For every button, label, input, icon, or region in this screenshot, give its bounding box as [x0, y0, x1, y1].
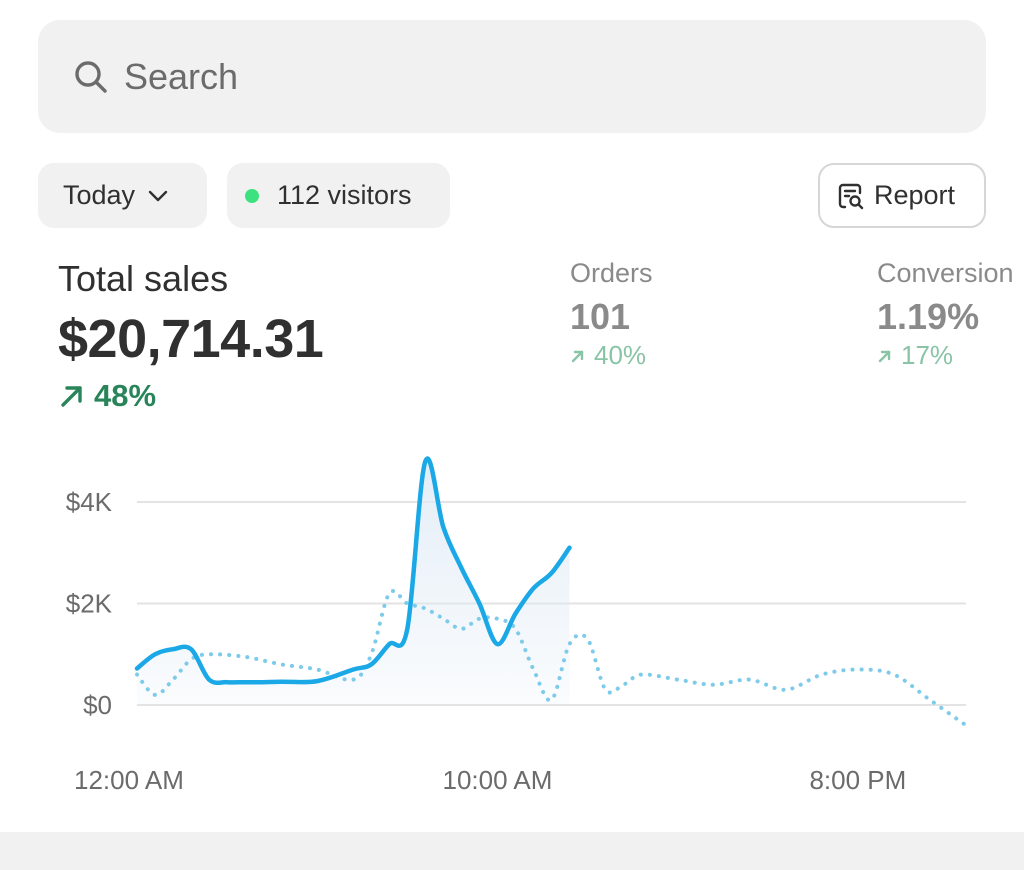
date-range-dropdown[interactable]: Today	[38, 163, 207, 228]
arrow-up-right-icon	[878, 350, 891, 362]
orders-value: 101	[570, 296, 631, 337]
x-tick-label: 10:00 AM	[443, 765, 553, 795]
chevron-down-icon	[148, 190, 168, 201]
date-range-label: Today	[63, 180, 136, 210]
report-label: Report	[874, 180, 956, 210]
arrow-up-right-icon	[571, 350, 584, 362]
x-tick-label: 12:00 AM	[74, 765, 184, 795]
series-line-comparison	[135, 589, 968, 728]
total-sales-change: 48%	[58, 378, 156, 414]
conversion-change: 17%	[877, 340, 953, 371]
orders-change-value: 40%	[594, 340, 647, 370]
search-bar[interactable]: Search	[38, 20, 986, 133]
total-sales-change-value: 48%	[94, 378, 157, 413]
report-icon	[838, 183, 864, 209]
x-tick-label: 8:00 PM	[809, 765, 906, 795]
y-tick-label: $2K	[66, 589, 113, 619]
visitors-count: 112 visitors	[277, 180, 412, 210]
total-sales-value: $20,714.31	[58, 309, 324, 369]
total-sales-label[interactable]: Total sales	[58, 258, 229, 299]
y-tick-label: $4K	[66, 487, 113, 517]
series-area-today	[137, 458, 570, 705]
conversion-label[interactable]: Conversion	[877, 258, 1014, 288]
y-tick-label: $0	[83, 690, 112, 720]
live-visitors-button[interactable]: 112 visitors	[227, 163, 450, 228]
search-icon	[75, 60, 107, 93]
conversion-change-value: 17%	[901, 340, 954, 370]
orders-change: 40%	[570, 340, 646, 371]
arrow-up-right-icon	[61, 386, 82, 407]
live-status-dot	[245, 188, 259, 203]
conversion-value: 1.19%	[877, 296, 980, 337]
orders-label[interactable]: Orders	[570, 258, 653, 288]
sales-chart[interactable]: $0 $2K $4K 12:00 AM 10:00 AM 8:00 PM	[0, 440, 1024, 810]
search-input[interactable]: Search	[124, 55, 239, 97]
bottom-bar	[0, 832, 1024, 870]
series-line-today	[134, 456, 572, 686]
report-button[interactable]: Report	[818, 163, 986, 228]
